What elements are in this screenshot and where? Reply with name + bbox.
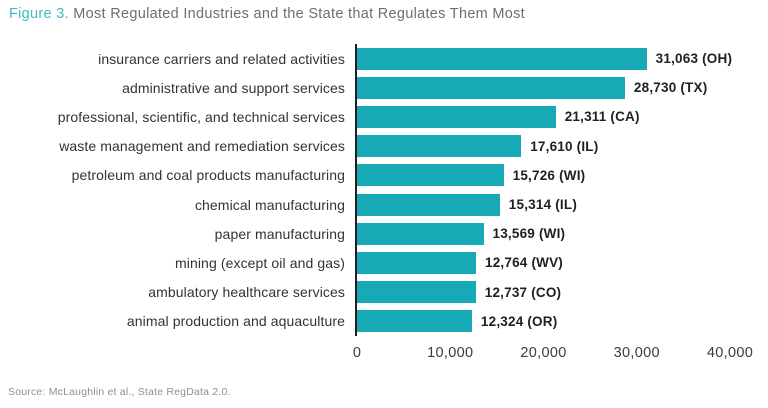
category-label: ambulatory healthcare services: [148, 284, 345, 301]
bar: [357, 310, 472, 333]
bar-track: 31,063 (OH): [355, 44, 733, 74]
bar: [357, 251, 477, 274]
x-axis-tick-label: 30,000: [613, 344, 660, 361]
category-label: insurance carriers and related activitie…: [98, 50, 345, 67]
value-label: 21,311 (CA): [564, 109, 640, 125]
category-label: professional, scientific, and technical …: [57, 108, 345, 125]
source-note: Source: McLaughlin et al., State RegData…: [8, 386, 231, 398]
value-label: 31,063 (OH): [655, 51, 733, 67]
value-label: 13,569 (WI): [492, 226, 566, 242]
value-label: 12,764 (WV): [485, 255, 563, 271]
chart-row: administrative and support services 28,73…: [0, 73, 768, 103]
chart-row: chemical manufacturing 15,314 (IL): [0, 189, 768, 220]
category-label: administrative and support services: [122, 79, 345, 96]
chart-row: mining (except oil and gas) 12,764 (WV): [0, 248, 768, 278]
bar: [357, 193, 500, 216]
bar-track: 15,314 (IL): [355, 189, 730, 220]
bar-track: 12,737 (CO): [355, 277, 730, 307]
category-label: chemical manufacturing: [194, 196, 345, 213]
category-label: mining (except oil and gas): [174, 254, 345, 271]
bar-track: 15,726 (WI): [355, 160, 730, 190]
bar-track: 13,569 (WI): [355, 219, 730, 249]
chart-row: paper manufacturing 13,569 (WI): [0, 219, 768, 249]
bar-track: 21,311 (CA): [355, 102, 730, 132]
bar: [357, 76, 625, 99]
chart-row: animal production and aquaculture 12,324 …: [0, 306, 768, 336]
bar-track: 28,730 (TX): [355, 73, 730, 103]
bar-track: 12,764 (WV): [355, 248, 730, 278]
value-label: 28,730 (TX): [633, 80, 708, 96]
chart-row: professional, scientific, and technical …: [0, 102, 768, 132]
bar-track: 12,324 (OR): [355, 306, 730, 336]
x-axis-tick-label: 0: [352, 344, 362, 361]
bar: [357, 222, 484, 245]
value-label: 15,726 (WI): [512, 167, 586, 183]
x-axis-tick-label: 10,000: [427, 344, 474, 361]
bar: [357, 105, 556, 128]
bar: [357, 281, 476, 304]
value-label: 12,737 (CO): [484, 284, 562, 300]
bar-rows: insurance carriers and related activitie…: [0, 44, 768, 336]
bar: [357, 135, 522, 158]
bar-chart: insurance carriers and related activitie…: [0, 44, 768, 367]
x-axis-tick-label: 20,000: [520, 344, 567, 361]
value-label: 12,324 (OR): [480, 313, 558, 329]
chart-row: petroleum and coal products manufacturin…: [0, 160, 768, 190]
chart-row: ambulatory healthcare services 12,737 (CO…: [0, 277, 768, 307]
x-axis-tick-label: 40,000: [706, 344, 754, 361]
category-label: paper manufacturing: [214, 225, 345, 242]
value-label: 17,610 (IL): [530, 138, 599, 154]
category-label: animal production and aquaculture: [126, 313, 345, 330]
category-label: waste management and remediation service…: [59, 138, 345, 155]
bar-track: 17,610 (IL): [355, 131, 730, 161]
category-label: petroleum and coal products manufacturin…: [71, 167, 345, 184]
figure-title-text: Most Regulated Industries and the State …: [68, 6, 526, 22]
chart-row: waste management and remediation service…: [0, 131, 768, 161]
bar: [357, 164, 504, 187]
bar: [357, 47, 647, 70]
chart-row: insurance carriers and related activitie…: [0, 44, 768, 74]
figure-number-label: Figure 3.: [9, 6, 69, 22]
figure-title: Figure 3. Most Regulated Industries and …: [9, 6, 525, 22]
x-axis: 0 10,000 20,000 30,000 40,000: [353, 344, 753, 367]
value-label: 15,314 (IL): [508, 197, 578, 213]
